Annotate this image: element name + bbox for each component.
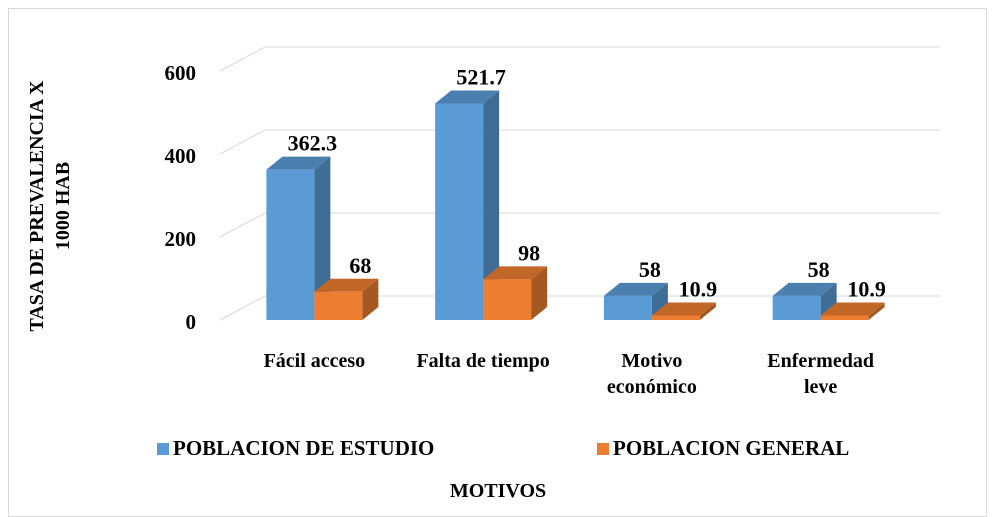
- bar-top: [314, 278, 379, 292]
- bar: [266, 169, 315, 320]
- bar-top: [772, 282, 837, 296]
- bar-top: [820, 302, 885, 316]
- legend-label: POBLACION GENERAL: [613, 436, 850, 460]
- bar-top: [266, 156, 331, 170]
- bar: [483, 279, 532, 320]
- x-tick-label: Fácil acceso: [263, 350, 366, 372]
- data-label: 362.3: [288, 131, 338, 156]
- grid-line: [219, 212, 266, 238]
- x-axis-title: MOTIVOS: [449, 480, 547, 502]
- x-tick-label: Motivo económico: [606, 350, 697, 398]
- legend-swatch: [597, 442, 609, 455]
- x-tick-label: Falta de tiempo: [416, 350, 550, 372]
- bar: [651, 315, 700, 320]
- bar-side: [362, 278, 379, 320]
- bar-side: [483, 90, 500, 320]
- data-label: 10.9: [679, 277, 718, 302]
- grid-line: [219, 46, 266, 72]
- data-label: 68: [349, 253, 371, 278]
- bar-side: [651, 282, 668, 320]
- y-tick-label: 400: [165, 144, 197, 168]
- bar-side: [314, 156, 331, 320]
- grid-line: [219, 129, 266, 155]
- bar-top: [483, 266, 548, 280]
- bar: [820, 315, 869, 320]
- data-label: 98: [518, 240, 540, 265]
- grid-line: [219, 295, 266, 321]
- bar: [603, 295, 652, 320]
- bar-top: [435, 90, 500, 104]
- legend-label: POBLACION DE ESTUDIO: [173, 436, 435, 460]
- data-label: 10.9: [847, 277, 886, 302]
- data-label: 521.7: [456, 65, 506, 90]
- legend-item: POBLACION DE ESTUDIO: [157, 436, 434, 461]
- data-label: 58: [639, 257, 661, 282]
- y-tick-label: 0: [186, 310, 197, 334]
- bar: [435, 103, 484, 320]
- bar-side: [531, 266, 548, 320]
- y-axis-title: TASA DE PREVALENCIA X 1000 HAB: [26, 80, 74, 332]
- bar-side: [699, 302, 716, 320]
- bar-top: [603, 282, 668, 296]
- bar-side: [868, 302, 885, 320]
- legend-item: POBLACION GENERAL: [597, 436, 849, 461]
- x-tick-label: Enfermedad leve: [767, 350, 874, 398]
- legend-swatch: [157, 442, 169, 455]
- bar-side: [820, 282, 837, 320]
- bar-top: [651, 302, 716, 316]
- data-label: 58: [808, 257, 830, 282]
- bar: [314, 291, 363, 320]
- bar: [772, 295, 821, 320]
- y-tick-label: 600: [165, 61, 197, 85]
- y-tick-label: 200: [165, 227, 197, 251]
